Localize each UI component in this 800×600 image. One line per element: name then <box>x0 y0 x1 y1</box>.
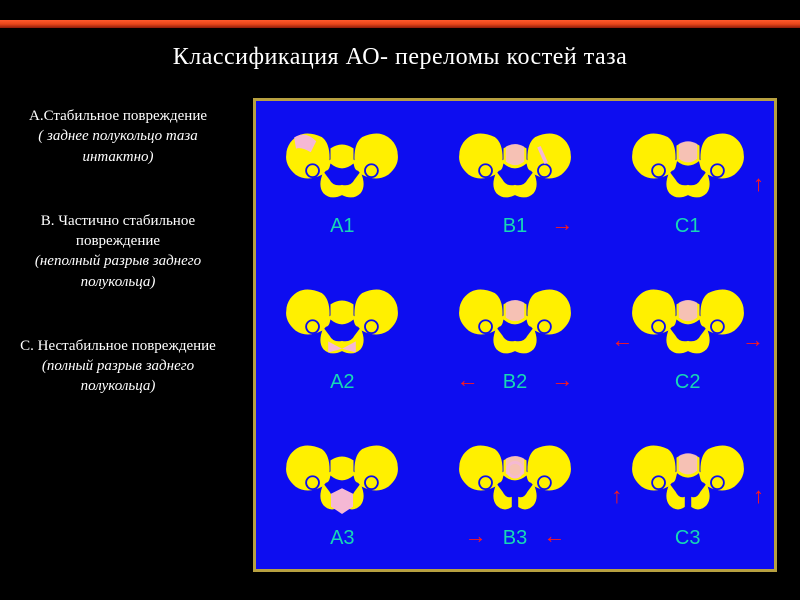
pelvis-icon <box>445 277 585 369</box>
cell-label: A2 <box>330 371 354 394</box>
pelvis-icon <box>445 433 585 525</box>
grid-cell-b2: B2 ← → <box>429 257 602 413</box>
desc-heading-b: В. Частично стабильное повреждение <box>12 211 224 252</box>
grid-cell-a1: A1 <box>256 101 429 257</box>
pelvis-icon <box>272 433 412 525</box>
arrow-icon: → <box>551 369 573 391</box>
cell-label: B3 <box>503 527 527 550</box>
arrow-icon: ← <box>457 369 479 391</box>
arrow-icon: ← <box>611 329 633 351</box>
arrow-icon: → <box>742 329 764 351</box>
pelvis-icon <box>618 277 758 369</box>
arrow-icon: → <box>551 213 573 235</box>
diagram-wrap: A1 B1 → C1 ↑ <box>230 98 800 600</box>
desc-block-c: С. Нестабильное повреждение (полный разр… <box>12 336 224 397</box>
grid-cell-c1: C1 ↑ <box>601 101 774 257</box>
accent-bar <box>0 20 800 28</box>
pelvis-icon <box>618 433 758 525</box>
arrow-icon: ← <box>543 525 565 547</box>
pelvis-icon <box>272 121 412 213</box>
grid-cell-a3: A3 <box>256 413 429 569</box>
cell-label: A1 <box>330 215 354 238</box>
cell-label: B1 <box>503 215 527 238</box>
pelvis-icon <box>272 277 412 369</box>
arrow-icon: ↑ <box>611 485 622 507</box>
cell-label: C1 <box>675 215 701 238</box>
arrow-icon: ↑ <box>753 173 764 195</box>
cell-label: C2 <box>675 371 701 394</box>
desc-block-a: А.Стабильное повреждение ( заднее полуко… <box>12 106 224 167</box>
desc-sub-c: (полный разрыв заднего полукольца) <box>12 356 224 397</box>
arrow-icon: → <box>465 525 487 547</box>
arrow-icon: ↑ <box>753 485 764 507</box>
grid-cell-a2: A2 <box>256 257 429 413</box>
desc-sub-a: ( заднее полукольцо таза интактно) <box>12 126 224 167</box>
grid-cell-c3: C3 ↑ ↑ <box>601 413 774 569</box>
grid-cell-b1: B1 → <box>429 101 602 257</box>
cell-label: A3 <box>330 527 354 550</box>
desc-sub-b: (неполный разрыв заднего полукольца) <box>12 251 224 292</box>
desc-heading-c: С. Нестабильное повреждение <box>12 336 224 356</box>
cell-label: C3 <box>675 527 701 550</box>
page-title: Классификация АО- переломы костей таза <box>0 44 800 71</box>
grid-cell-b3: B3 → ← <box>429 413 602 569</box>
pelvis-icon <box>618 121 758 213</box>
desc-block-b: В. Частично стабильное повреждение (непо… <box>12 211 224 292</box>
desc-heading-a: А.Стабильное повреждение <box>12 106 224 126</box>
grid-cell-c2: C2 ← → <box>601 257 774 413</box>
content: А.Стабильное повреждение ( заднее полуко… <box>0 98 800 600</box>
cell-label: B2 <box>503 371 527 394</box>
pelvis-icon <box>445 121 585 213</box>
descriptions-column: А.Стабильное повреждение ( заднее полуко… <box>0 98 230 600</box>
classification-grid: A1 B1 → C1 ↑ <box>253 98 777 572</box>
